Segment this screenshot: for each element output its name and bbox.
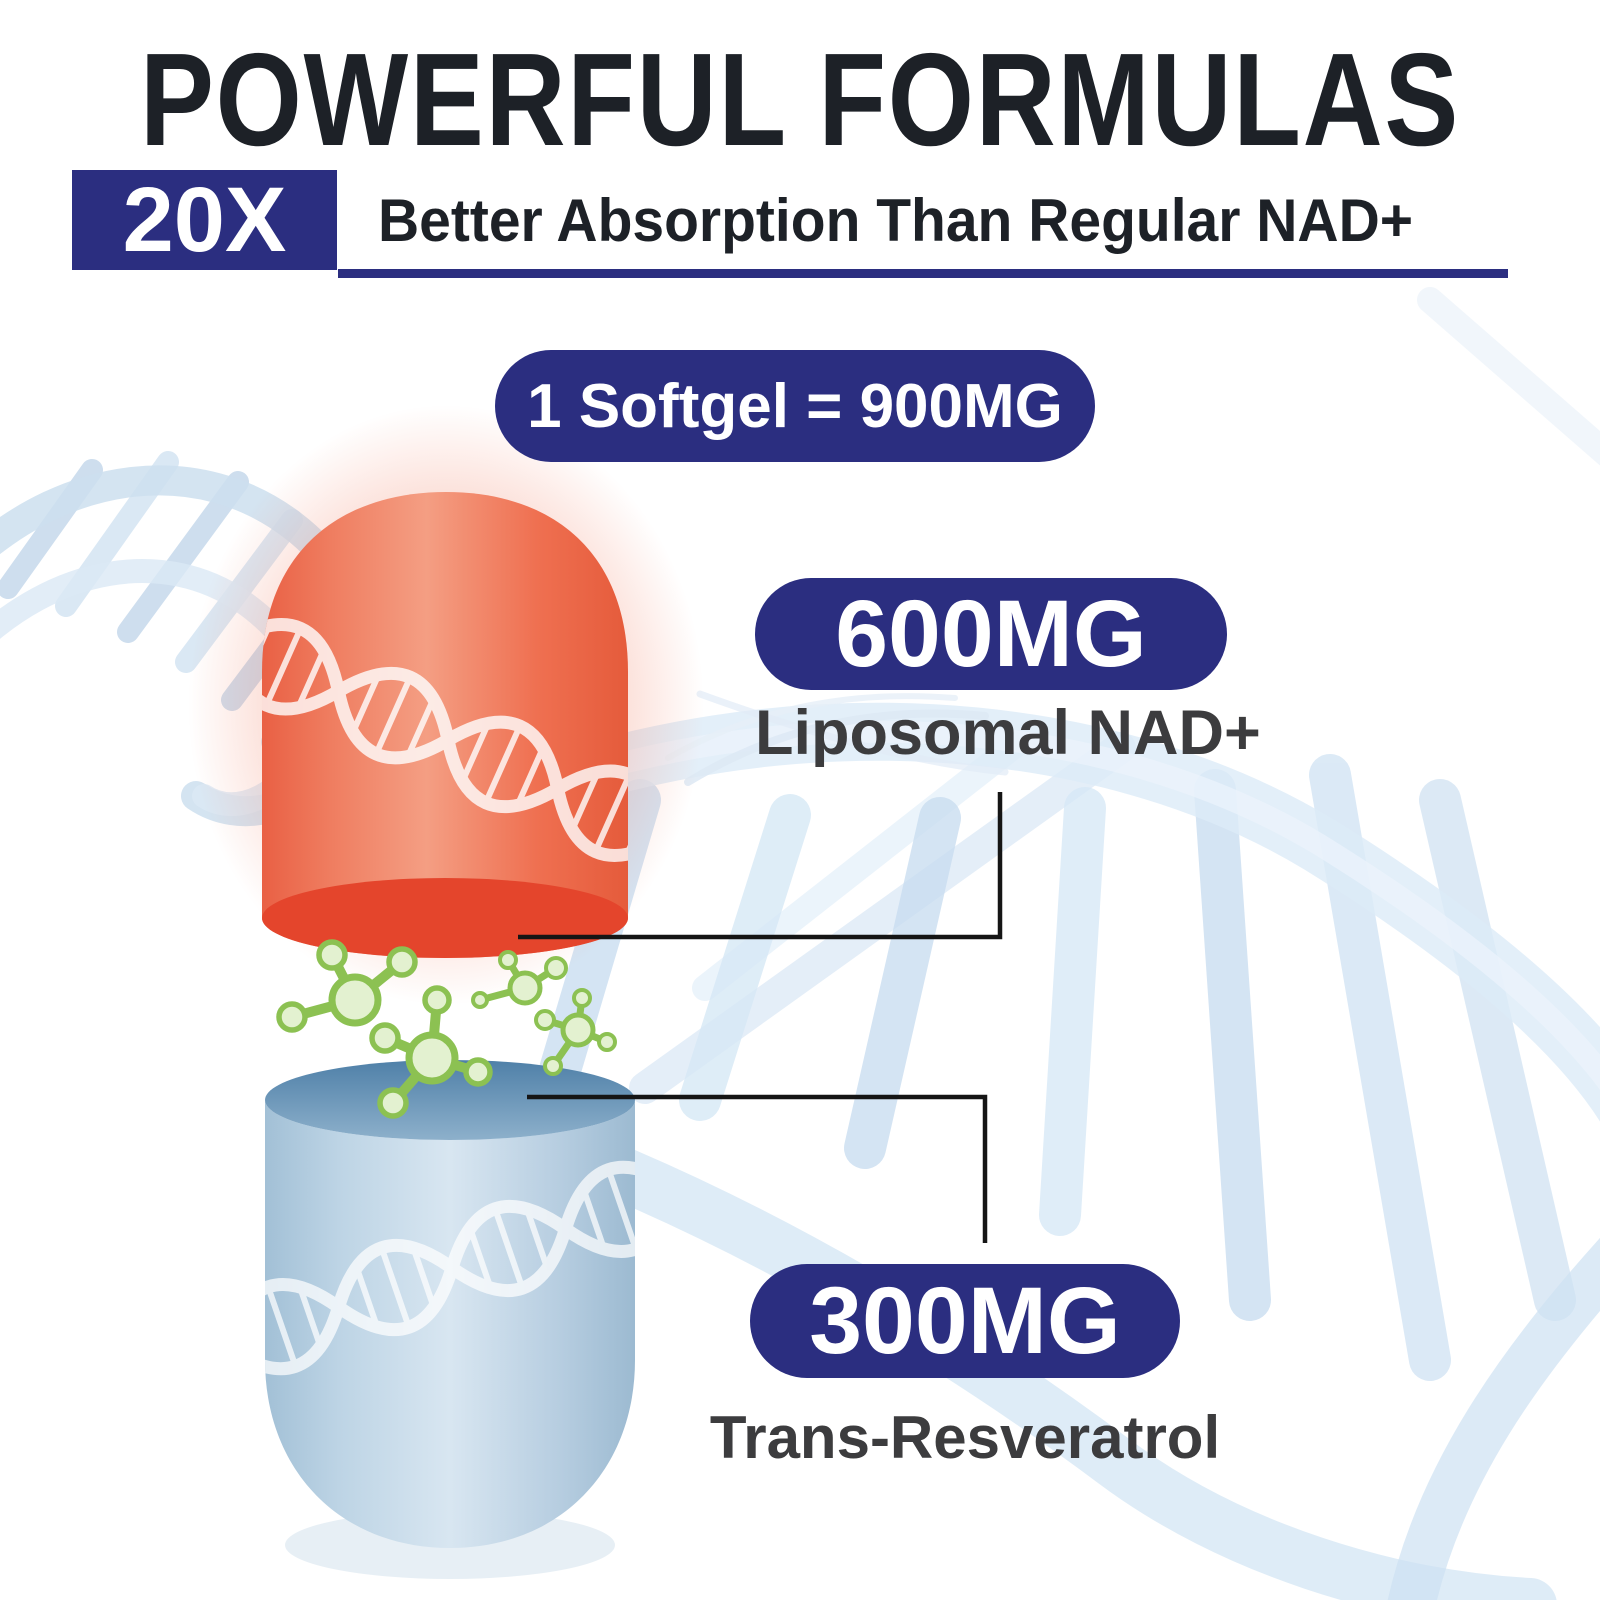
callout-line-resveratrol: [527, 1094, 988, 1243]
nad-amount-badge: 600MG: [755, 578, 1227, 690]
capsule-top-half-icon: [188, 405, 704, 1005]
resveratrol-ingredient-label: Trans-Resveratrol: [709, 1404, 1221, 1471]
nutrient-molecules-icon: [276, 939, 617, 1119]
dosage-pill: 1 Softgel = 900MG: [495, 350, 1095, 462]
callout-line-nad: [518, 792, 1003, 940]
capsule-bottom-half-icon: [265, 1060, 635, 1579]
subtitle-underline: [338, 269, 1508, 278]
resveratrol-amount-badge: 300MG: [750, 1264, 1180, 1378]
multiplier-badge: 20X: [72, 169, 337, 271]
page-title: POWERFUL FORMULAS: [139, 26, 1461, 173]
subtitle: Better Absorption Than Regular NAD+: [378, 186, 1414, 254]
nad-ingredient-label: Liposomal NAD+: [755, 698, 1261, 768]
